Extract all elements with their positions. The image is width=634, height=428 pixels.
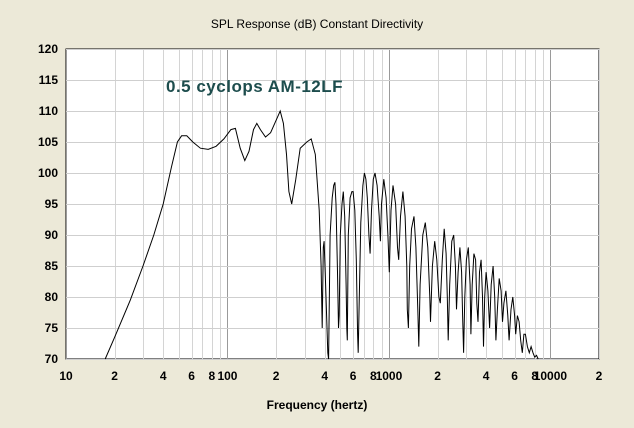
x-tick-label: 2 (434, 369, 441, 383)
y-tick-label: 80 (45, 290, 59, 304)
y-tick-label: 115 (39, 73, 59, 87)
x-tick-label: 8 (370, 369, 377, 383)
x-tick-label: 6 (511, 369, 518, 383)
spl-response-line (104, 109, 539, 360)
y-tick-label: 110 (39, 104, 59, 118)
x-tick-label: 10000 (534, 369, 568, 383)
x-tick-label: 6 (350, 369, 357, 383)
x-tick-label: 8 (531, 369, 538, 383)
x-tick-label: 2 (273, 369, 280, 383)
y-tick-label: 85 (45, 259, 59, 273)
x-tick-label: 10 (59, 369, 73, 383)
x-tick-label: 1000 (376, 369, 403, 383)
x-tick-label: 4 (483, 369, 490, 383)
y-tick-label: 75 (45, 321, 59, 335)
x-tick-label: 4 (160, 369, 167, 383)
y-tick-label: 105 (38, 135, 58, 149)
chart-title: SPL Response (dB) Constant Directivity (210, 17, 424, 31)
x-axis-label: Frequency (hertz) (266, 398, 368, 412)
x-tick-label: 2 (596, 369, 603, 383)
y-tick-label: 95 (45, 197, 59, 211)
x-tick-label: 8 (208, 369, 215, 383)
x-tick-label: 6 (188, 369, 195, 383)
y-tick-label: 90 (45, 228, 59, 242)
y-tick-labels: 70 75 80 85 90 95 100 105 110 115 120 (38, 42, 58, 366)
x-tick-label: 4 (321, 369, 328, 383)
y-tick-label: 70 (45, 352, 59, 366)
x-tick-label: 100 (217, 369, 237, 383)
y-tick-label: 120 (38, 42, 58, 56)
x-tick-label: 2 (111, 369, 118, 383)
y-tick-label: 100 (38, 166, 58, 180)
model-annotation: 0.5 cyclops AM-12LF (166, 77, 343, 96)
